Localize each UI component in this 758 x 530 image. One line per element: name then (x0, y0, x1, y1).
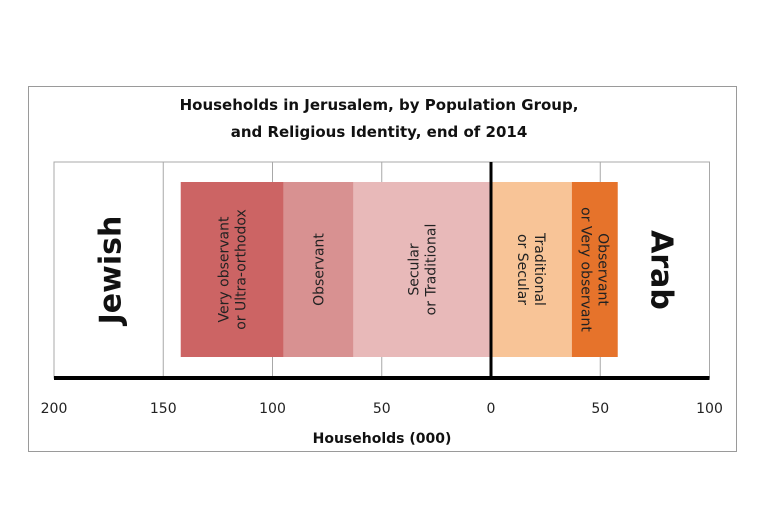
segment-label: Very observantor Ultra-orthodox (217, 209, 250, 330)
bar-segment (491, 182, 572, 357)
tick-label: 100 (696, 401, 723, 417)
segment-label: Traditionalor Secular (514, 232, 547, 306)
group-label-jewish: Jewish (94, 216, 129, 327)
segment-label: Secularor Traditional (407, 224, 440, 316)
chart-title-line-1: Households in Jerusalem, by Population G… (179, 96, 579, 114)
bar-segment (180, 182, 284, 357)
tick-label: 100 (259, 401, 286, 417)
tick-label: 0 (487, 401, 496, 417)
segment-label: Observantor Very observant (577, 207, 610, 332)
bar-segment (283, 182, 354, 357)
chart-frame (28, 86, 737, 452)
tick-label: 50 (591, 401, 609, 417)
segment-label: Observant (311, 233, 327, 306)
tick-label: 200 (41, 401, 68, 417)
chart-title-line-2: and Religious Identity, end of 2014 (230, 123, 528, 141)
bar-segment (353, 182, 491, 357)
tick-label: 50 (373, 401, 391, 417)
x-axis-label: Households (000) (313, 431, 452, 447)
tick-label: 150 (150, 401, 177, 417)
bar-segment (571, 182, 618, 357)
group-label-arab: Arab (644, 230, 679, 310)
